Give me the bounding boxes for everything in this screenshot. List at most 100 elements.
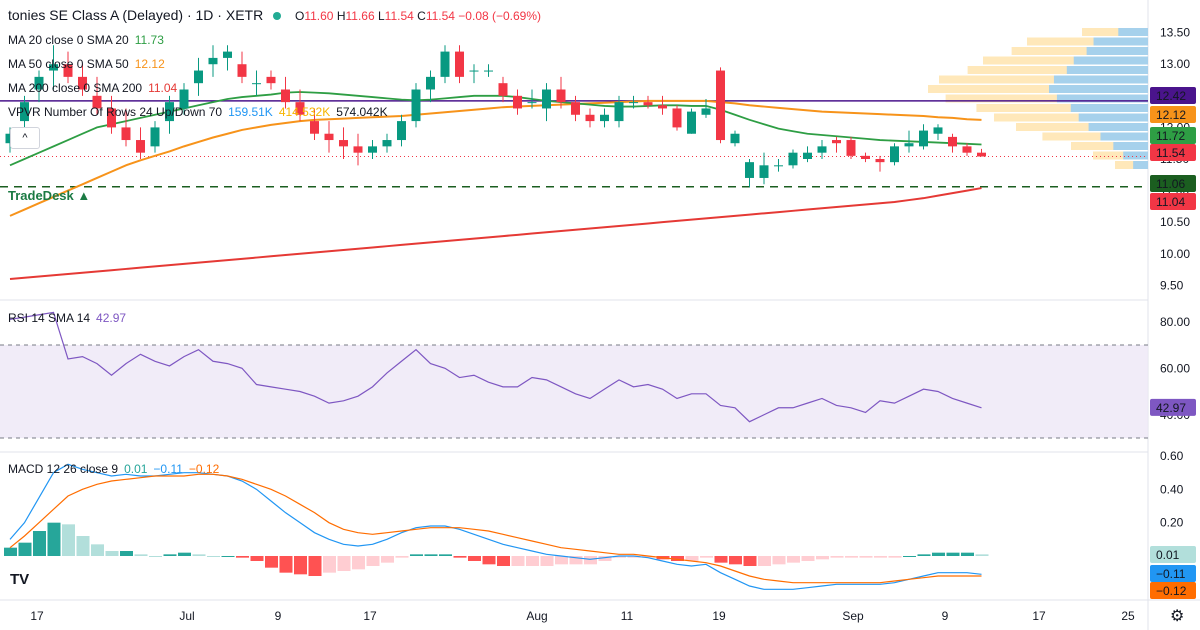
candle-body [237, 64, 247, 77]
vp-row-up [1078, 113, 1148, 122]
symbol-title: tonies SE Class A (Delayed) · 1D · XETR [8, 7, 264, 23]
tradedesk-label[interactable]: TradeDesk ▲ [8, 188, 91, 203]
rsi-value: 42.97 [96, 311, 127, 325]
vpvr-label: VPVR Number Of Rows 24 Up/Down 70 [8, 105, 223, 119]
low-value: 11.54 [384, 9, 414, 23]
macd-tick: 0.40 [1160, 482, 1184, 496]
candle-body [875, 159, 885, 163]
candle-body [353, 146, 363, 153]
macd-hist-bar [279, 556, 293, 573]
ohlc-values: O11.60 H11.66 L11.54 C11.54 −0.08 (−0.69… [295, 9, 541, 23]
macd-hist-bar [859, 556, 873, 558]
macd-badge [1150, 582, 1196, 599]
macd-hist-bar [671, 556, 684, 562]
time-tick: 17 [1032, 609, 1046, 623]
macd-hist-bar [917, 554, 931, 556]
macd-hist-bar [700, 556, 713, 558]
macd-legend[interactable]: MACD 12 26 close 9 0.01 −0.11 −0.12 [8, 461, 225, 477]
ma50-label: MA 50 close 0 SMA 50 [8, 57, 129, 71]
macd-hist-bar [395, 556, 409, 558]
candle-body [687, 111, 696, 134]
macd-badge [1150, 565, 1196, 582]
time-tick: 25 [1121, 609, 1135, 623]
macd-hist-bar [439, 554, 452, 556]
candle-body [600, 114, 609, 122]
macd-hist-bar [526, 556, 539, 567]
price-tick: 13.00 [1160, 57, 1190, 71]
macd-hist-bar [627, 556, 641, 558]
vp-row-up [1070, 104, 1148, 112]
candle-body [469, 70, 479, 72]
vp-row-down [1011, 47, 1148, 55]
rsi-band [0, 345, 1148, 438]
l-label: L [377, 9, 385, 23]
candle-body [977, 152, 986, 157]
candle-body [803, 152, 812, 159]
price-badge-label: 11.54 [1156, 146, 1185, 160]
macd-hist-bar [743, 556, 757, 567]
rsi-badge-label: 42.97 [1156, 401, 1186, 415]
time-tick: 17 [30, 609, 44, 623]
price-badge [1150, 127, 1196, 144]
candle-body [223, 51, 232, 58]
macd-hist-bar [149, 556, 162, 557]
macd-hist-bar [18, 542, 32, 556]
macd-hist-bar [337, 556, 351, 572]
macd-hist-bar [714, 556, 728, 563]
candle-body [904, 143, 914, 147]
macd-hist-bar [816, 556, 829, 560]
change-value: −0.08 (−0.69%) [458, 9, 542, 23]
macd-hist-bar [903, 556, 916, 557]
macd-hist-bar [453, 556, 467, 558]
settings-gear-icon[interactable]: ⚙ [1170, 608, 1185, 625]
macd-hist-bar [874, 556, 887, 558]
vp-row-up [1093, 37, 1148, 46]
rsi-legend[interactable]: RSI 14 SMA 14 42.97 [8, 310, 132, 326]
candle-body [382, 140, 392, 147]
vp-row-down [1016, 123, 1148, 131]
vp-row-down [967, 66, 1148, 74]
candle-body [324, 133, 334, 141]
macd-hist-bar [642, 556, 655, 558]
macd-value: −0.11 [153, 462, 183, 476]
o-label: O [294, 9, 305, 23]
ma50-legend[interactable]: MA 50 close 0 SMA 50 12.12 [8, 56, 171, 72]
ma20-legend[interactable]: MA 20 close 0 SMA 20 11.73 [8, 32, 170, 48]
macd-hist-bar [120, 550, 133, 556]
candle-body [78, 76, 87, 90]
tradingview-logo[interactable]: TV [10, 571, 30, 588]
open-value: 11.60 [304, 9, 334, 23]
ma200-legend[interactable]: MA 200 close 0 SMA 200 11.04 [8, 80, 183, 96]
signal-value: −0.12 [188, 462, 220, 476]
macd-hist-bar [381, 556, 394, 563]
macd-hist-bar [975, 554, 989, 556]
macd-badge-label: −0.11 [1156, 567, 1186, 581]
macd-hist-bar [772, 556, 786, 565]
candle-body [730, 133, 740, 144]
collapse-legend-button[interactable]: ^ [10, 127, 40, 149]
candle-body [107, 108, 116, 128]
price-badge-label: 11.04 [1156, 195, 1185, 209]
candle-body [933, 127, 943, 134]
candle-body [658, 105, 667, 109]
vpvr-legend[interactable]: VPVR Number Of Rows 24 Up/Down 70 159.51K… [8, 104, 394, 120]
candle-body [368, 146, 377, 153]
macd-hist-bar [482, 556, 496, 565]
macd-badge-label: 0.01 [1156, 548, 1180, 562]
vp-row-down [939, 75, 1148, 84]
macd-hist-bar [729, 556, 742, 565]
candle-body [455, 51, 464, 77]
candle-body [542, 89, 551, 109]
vp-row-up [1053, 75, 1148, 84]
volume-profile [928, 28, 1148, 169]
candle-body [672, 108, 682, 128]
ma50-value: 12.12 [134, 57, 165, 71]
macd-hist-bar [569, 556, 583, 565]
vp-row-down [1093, 151, 1148, 160]
macd-tick: 0.20 [1160, 516, 1184, 530]
candle-body [426, 76, 435, 90]
macd-hist-bar [134, 554, 148, 556]
candle-body [121, 127, 131, 141]
macd-badge [1150, 546, 1196, 563]
